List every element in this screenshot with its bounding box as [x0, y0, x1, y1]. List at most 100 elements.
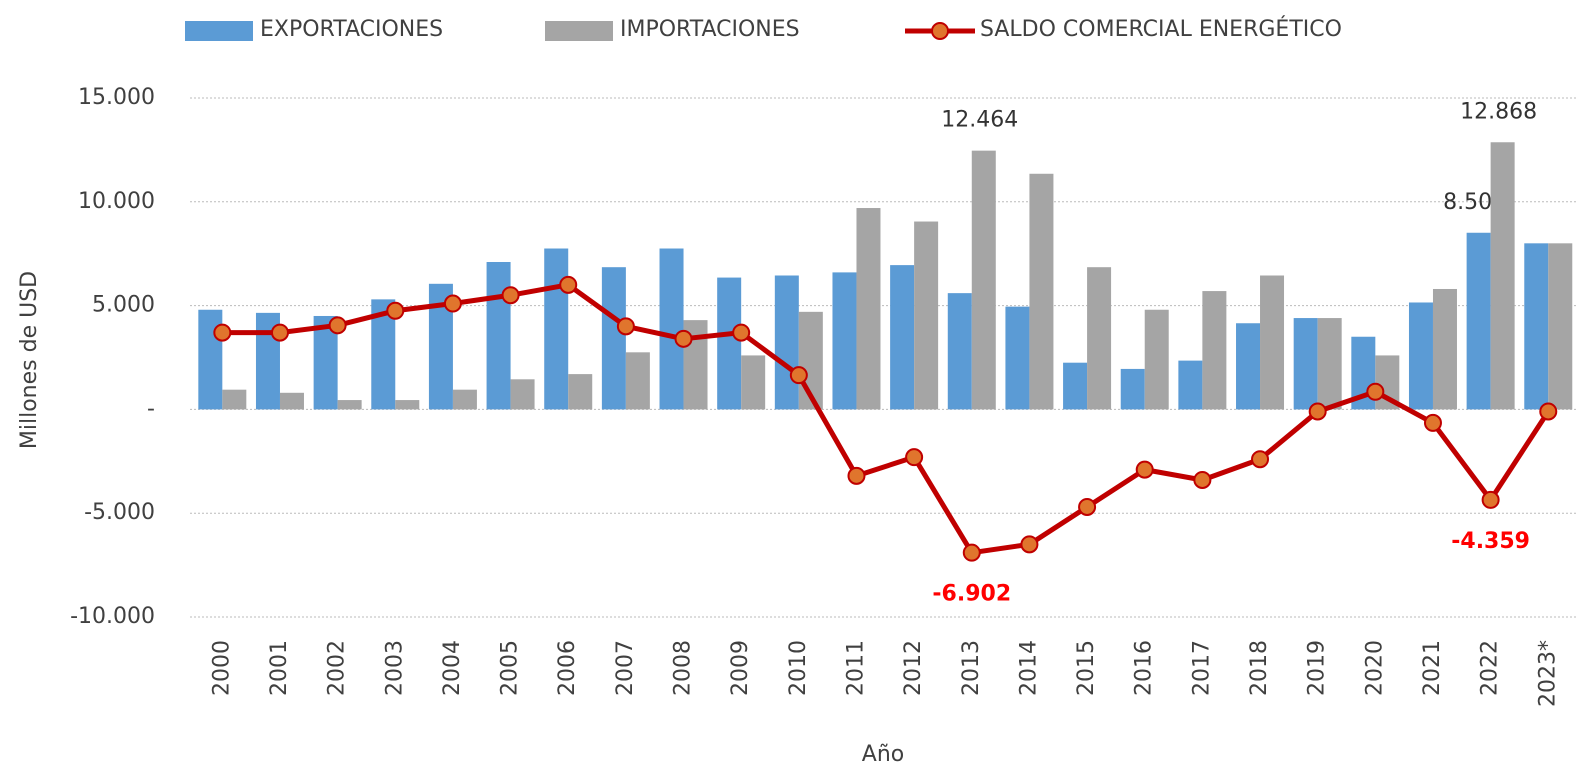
marker	[1193, 470, 1212, 489]
bar	[1432, 288, 1457, 410]
bar	[1029, 173, 1054, 410]
marker	[559, 275, 578, 294]
bar	[774, 275, 799, 410]
bar	[1490, 142, 1515, 410]
bar	[1317, 318, 1342, 410]
y-tick-label: -5.000	[84, 500, 155, 525]
bar	[832, 272, 857, 410]
bar	[337, 400, 362, 410]
bar	[971, 150, 996, 410]
x-tick-label: 2008	[671, 640, 696, 696]
bar	[510, 379, 535, 410]
data-label: -4.359	[1451, 529, 1530, 554]
data-label: 12.868	[1460, 99, 1537, 124]
marker	[905, 448, 924, 467]
marker	[789, 366, 808, 385]
bar	[1524, 243, 1549, 410]
bar	[486, 262, 511, 410]
bar	[452, 389, 477, 410]
x-tick-label: 2014	[1016, 640, 1041, 696]
x-tick-label: 2019	[1305, 640, 1330, 696]
x-tick-label: 2004	[440, 640, 465, 696]
marker	[328, 316, 347, 335]
x-tick-label: 2015	[1074, 640, 1099, 696]
legend-swatch	[185, 21, 253, 41]
bar	[568, 374, 593, 410]
bar	[1293, 318, 1318, 410]
line	[222, 282, 1551, 556]
x-tick-label: 2022	[1478, 640, 1503, 696]
data-label: -6.902	[932, 582, 1011, 607]
bar	[279, 392, 304, 410]
x-tick-label: 2003	[382, 640, 407, 696]
marker	[270, 323, 289, 342]
x-tick-label: 2007	[613, 640, 638, 696]
x-tick-label: 2001	[267, 640, 292, 696]
bar	[1087, 267, 1112, 410]
bar	[914, 221, 939, 410]
marker	[1481, 490, 1500, 509]
x-tick-label: 2002	[325, 640, 350, 696]
marker	[1423, 413, 1442, 432]
x-axis-label: Año	[862, 742, 904, 767]
data-label: 12.464	[941, 108, 1018, 133]
x-tick-label: 2005	[498, 640, 523, 696]
x-tick-label: 2016	[1132, 640, 1157, 696]
x-tick-label: 2000	[209, 640, 234, 696]
marker	[443, 294, 462, 313]
marker	[501, 286, 520, 305]
x-tick-label: 2013	[959, 640, 984, 696]
y-tick-label: 10.000	[78, 189, 155, 214]
legend-marker	[931, 22, 949, 40]
bar	[1063, 362, 1088, 410]
marker	[1539, 402, 1558, 421]
x-tick-label: 2017	[1189, 640, 1214, 696]
marker	[1020, 535, 1039, 554]
x-tick-label: 2012	[901, 640, 926, 696]
legend-swatch	[545, 21, 613, 41]
marker	[1366, 382, 1385, 401]
legend-label: SALDO COMERCIAL ENERGÉTICO	[980, 16, 1342, 42]
x-tick-label: 2020	[1362, 640, 1387, 696]
marker	[1251, 450, 1270, 469]
marker	[674, 329, 693, 348]
legend-label: EXPORTACIONES	[260, 17, 443, 42]
bar	[625, 352, 650, 410]
marker	[1078, 497, 1097, 516]
bar	[890, 265, 915, 410]
x-tick-label: 2021	[1420, 640, 1445, 696]
y-axis-label: Millones de USD	[17, 271, 42, 449]
marker	[1308, 402, 1327, 421]
bar	[1202, 291, 1227, 410]
bar	[659, 248, 684, 410]
bar	[395, 400, 420, 410]
bar	[717, 277, 742, 410]
bar	[1408, 302, 1433, 410]
bar	[856, 208, 881, 410]
y-tick-label: -	[147, 396, 155, 421]
x-tick-label: 2018	[1247, 640, 1272, 696]
marker	[847, 466, 866, 485]
bar	[741, 355, 766, 410]
bar	[1178, 360, 1203, 410]
marker	[1135, 460, 1154, 479]
x-tick-label: 2009	[728, 640, 753, 696]
bar	[1120, 368, 1145, 410]
x-tick-label: 2006	[555, 640, 580, 696]
bar	[544, 248, 569, 410]
y-tick-label: -10.000	[70, 604, 155, 629]
bar	[1236, 323, 1261, 410]
x-tick-label: 2011	[843, 640, 868, 696]
marker	[616, 317, 635, 336]
marker	[962, 543, 981, 562]
bar	[947, 293, 972, 410]
bar	[1466, 232, 1491, 410]
y-tick-label: 15.000	[78, 85, 155, 110]
bar	[1260, 275, 1285, 410]
bar	[1005, 306, 1030, 410]
bar	[1548, 243, 1573, 410]
marker	[213, 323, 232, 342]
x-tick-label: 2023*	[1535, 640, 1560, 707]
marker	[732, 323, 751, 342]
